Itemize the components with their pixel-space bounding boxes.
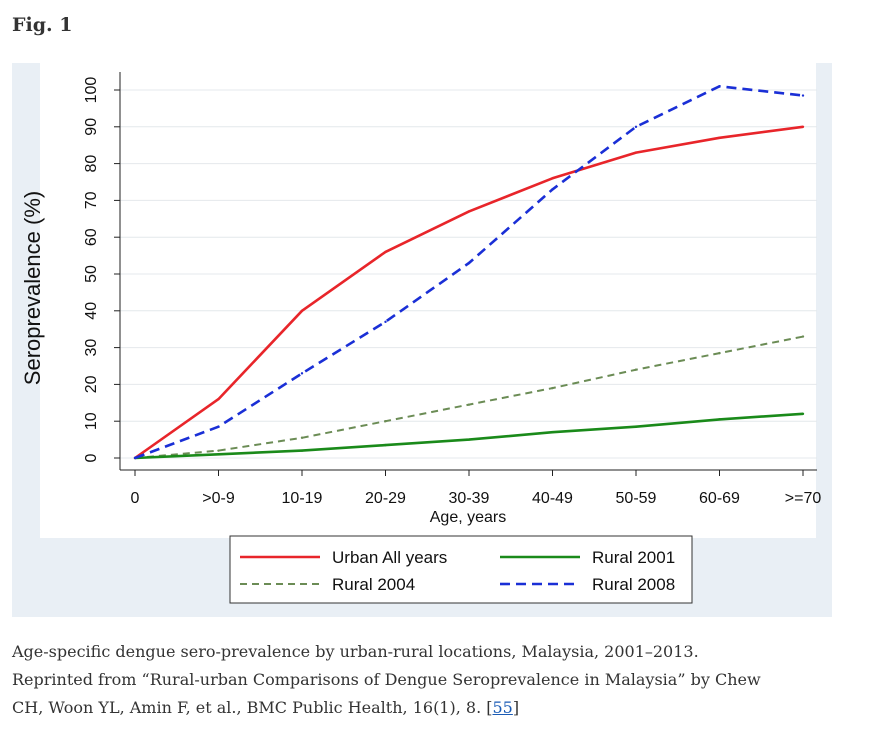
- x-tick-label: 60-69: [699, 490, 740, 507]
- caption-line-3: CH, Woon YL, Amin F, et al., BMC Public …: [12, 694, 862, 722]
- caption-line-3-end: ]: [512, 698, 520, 717]
- y-axis-label: Seroprevalence (%): [20, 191, 45, 385]
- axes: [114, 72, 817, 476]
- data-point-rural-2008: [384, 320, 387, 324]
- data-point-rural-2004: [467, 403, 471, 406]
- data-point-rural-2008: [551, 188, 554, 191]
- series-lines: [133, 84, 805, 460]
- data-point-rural-2001: [467, 438, 471, 441]
- x-axis-label: Age, years: [430, 509, 506, 526]
- x-tick-label: >=70: [785, 490, 822, 507]
- data-point-rural-2004: [718, 351, 721, 355]
- data-point-rural-2001: [634, 425, 638, 428]
- data-point-rural-2004: [384, 420, 387, 423]
- data-point-urban-all-years: [718, 136, 721, 140]
- figure-label: Fig. 1: [12, 14, 73, 36]
- data-point-rural-2004: [634, 368, 638, 371]
- data-point-rural-2001: [551, 431, 554, 434]
- x-tick-label: >0-9: [202, 490, 235, 507]
- x-tick-labels: 0 >0-9 10-19 20-29 30-39 40-49 50-59 60-69 >=70: [131, 490, 822, 507]
- reference-link[interactable]: 55: [492, 698, 513, 717]
- grid-lines: [120, 89, 817, 459]
- x-tick-label: 10-19: [282, 490, 323, 507]
- y-tick-label: 70: [83, 191, 100, 209]
- data-point-rural-2001: [217, 453, 220, 456]
- x-tick-label: 50-59: [616, 490, 657, 507]
- data-point-rural-2008: [467, 261, 471, 265]
- y-tick-label: 50: [83, 265, 100, 283]
- data-point-rural-2004: [300, 436, 304, 439]
- data-point-rural-2004: [801, 335, 805, 338]
- data-point-urban-all-years: [551, 177, 554, 180]
- x-tick-label: 20-29: [365, 490, 406, 507]
- data-point-rural-2008: [133, 456, 137, 460]
- x-tick-label: 40-49: [532, 490, 573, 507]
- caption-line-2: Reprinted from “Rural-urban Comparisons …: [12, 670, 761, 689]
- data-point-urban-all-years: [634, 151, 638, 154]
- data-point-rural-2001: [801, 412, 805, 416]
- y-tick-label: 100: [83, 77, 100, 104]
- data-point-urban-all-years: [217, 397, 220, 401]
- y-tick-label: 0: [83, 453, 100, 462]
- y-tick-label: 60: [83, 228, 100, 246]
- data-point-rural-2001: [300, 449, 304, 452]
- y-tick-label: 40: [83, 302, 100, 320]
- y-tick-label: 10: [83, 412, 100, 430]
- caption-line-1: Age-specific dengue sero-prevalence by u…: [12, 642, 699, 661]
- data-point-urban-all-years: [384, 250, 387, 254]
- y-tick-label: 80: [83, 155, 100, 173]
- data-point-rural-2008: [634, 125, 638, 128]
- x-tick-label: 30-39: [449, 490, 490, 507]
- data-point-urban-all-years: [801, 125, 805, 128]
- y-tick-label: 90: [83, 118, 100, 136]
- data-point-rural-2008: [718, 85, 721, 88]
- data-point-rural-2001: [384, 443, 387, 447]
- plot-area: [40, 63, 816, 538]
- x-tick-label: 0: [131, 490, 140, 507]
- y-tick-label: 30: [83, 339, 100, 357]
- data-point-urban-all-years: [300, 309, 304, 312]
- y-tick-labels: 0 10 20 30 40 50 60 70 80 90 100: [83, 77, 100, 463]
- data-point-urban-all-years: [467, 210, 471, 213]
- figure-caption: Age-specific dengue sero-prevalence by u…: [12, 638, 862, 722]
- legend: Urban All years Rural 2001 Rural 2004 Rural…: [229, 535, 693, 604]
- y-tick-label: 20: [83, 375, 100, 393]
- legend-label-rural-2001: Rural 2001: [592, 548, 675, 567]
- data-point-rural-2001: [718, 418, 721, 421]
- data-point-rural-2004: [217, 449, 220, 452]
- chart-panel: 0 10 20 30 40 50 60 70 80 90 100 0 >0-9 10-19 20-29 30…: [12, 63, 832, 617]
- legend-label-rural-2008: Rural 2008: [592, 575, 675, 594]
- data-point-rural-2008: [300, 372, 304, 375]
- data-point-rural-2008: [217, 425, 220, 428]
- data-point-rural-2008: [801, 94, 805, 97]
- legend-label-rural-2004: Rural 2004: [332, 575, 415, 594]
- legend-label-urban-all-years: Urban All years: [332, 548, 447, 567]
- legend-box: [229, 535, 693, 604]
- caption-line-3-text: CH, Woon YL, Amin F, et al., BMC Public …: [12, 698, 493, 717]
- data-point-rural-2004: [551, 386, 554, 390]
